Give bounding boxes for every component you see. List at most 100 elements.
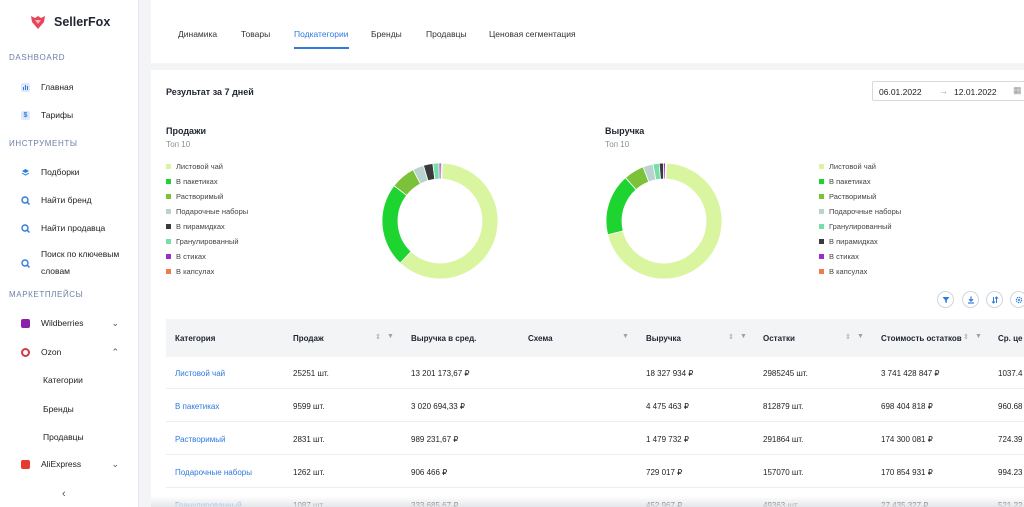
table-cell: 291864 шт. (763, 435, 804, 444)
legend-swatch (166, 224, 171, 229)
sidebar-item-label: Wildberries (41, 318, 84, 328)
revenue-chart-title: Выручка (605, 126, 645, 136)
table-cell: 4 475 463 ₽ (646, 402, 689, 411)
sort-icon[interactable]: ⇕ (845, 334, 851, 341)
donut-slice[interactable] (664, 162, 667, 180)
date-from[interactable]: 06.01.2022 (879, 87, 922, 97)
legend-item[interactable]: Гранулированный (166, 237, 239, 246)
sidebar-item-ozon[interactable]: Ozon ⌃ (0, 340, 139, 364)
sidebar-subitem-sellers[interactable]: Продавцы (43, 432, 84, 442)
tab-products[interactable]: Товары (241, 29, 271, 39)
col-stock-value[interactable]: Стоимость остатков (881, 334, 962, 343)
legend-swatch (819, 179, 824, 184)
table-cell: 13 201 173,67 ₽ (411, 369, 470, 378)
result-title: Результат за 7 дней (166, 87, 254, 97)
sidebar-item-aliexpress[interactable]: AliExpress ⌄ (0, 452, 139, 476)
sidebar-item-find-seller[interactable]: Найти продавца (0, 216, 139, 240)
legend-swatch (819, 194, 824, 199)
download-icon (967, 296, 974, 304)
chevron-down-icon[interactable]: ⌄ (111, 458, 119, 469)
donut-slice[interactable] (381, 185, 412, 264)
sidebar-item-find-brand[interactable]: Найти бренд (0, 188, 139, 212)
tab-dynamics[interactable]: Динамика (178, 29, 218, 39)
legend-label: В стиках (176, 252, 206, 261)
tab-price-segmentation[interactable]: Ценовая сегментация (489, 29, 576, 39)
legend-item[interactable]: Растворимый (166, 192, 223, 201)
table-cell: 906 466 ₽ (411, 468, 448, 477)
filter-icon[interactable]: ▼ (622, 333, 629, 340)
category-link[interactable]: Подарочные наборы (175, 468, 252, 477)
legend-swatch (166, 209, 171, 214)
sidebar-item-tariffs[interactable]: $ Тарифы (0, 103, 139, 127)
chart-icon (21, 82, 30, 92)
legend-item[interactable]: В стиках (166, 252, 206, 261)
col-avg-revenue[interactable]: Выручка в сред. (411, 334, 477, 343)
col-avg-price[interactable]: Ср. це (998, 334, 1023, 343)
legend-item[interactable]: В пакетиках (819, 177, 871, 186)
sidebar-subitem-brands[interactable]: Бренды (43, 404, 74, 414)
col-scheme[interactable]: Схема (528, 334, 553, 343)
legend-label: Подарочные наборы (829, 207, 902, 216)
tab-brands[interactable]: Бренды (371, 29, 402, 39)
sidebar-item-wildberries[interactable]: Wildberries ⌄ (0, 311, 139, 335)
legend-label: В пирамидках (176, 222, 225, 231)
sort-icon[interactable]: ⇕ (728, 334, 734, 341)
tab-subcategories[interactable]: Подкатегории (294, 29, 349, 39)
legend-item[interactable]: Подарочные наборы (166, 207, 248, 216)
sort-icon[interactable]: ⇕ (375, 334, 381, 341)
logo[interactable]: SellerFox (30, 14, 110, 30)
legend-item[interactable]: Листовой чай (166, 162, 223, 171)
col-stock[interactable]: Остатки (763, 334, 795, 343)
legend-item[interactable]: В пакетиках (166, 177, 218, 186)
legend-item[interactable]: В стиках (819, 252, 859, 261)
keyword-search-icon (21, 258, 30, 268)
filter-button[interactable] (937, 291, 954, 308)
category-link[interactable]: Листовой чай (175, 369, 226, 378)
sidebar-item-collections[interactable]: Подборки (0, 160, 139, 184)
sidebar-item-keyword-search[interactable]: Поиск по ключевым словам (0, 246, 139, 280)
legend-item[interactable]: В капсулах (166, 267, 214, 276)
chevron-down-icon[interactable]: ⌄ (111, 317, 119, 328)
legend-label: В пакетиках (829, 177, 871, 186)
collapse-sidebar-icon[interactable]: ‹ (62, 488, 66, 500)
tabs-bar: Динамика Товары Подкатегории Бренды Прод… (151, 0, 1024, 63)
legend-item[interactable]: В пирамидках (819, 237, 878, 246)
legend-item[interactable]: Листовой чай (819, 162, 876, 171)
sidebar-item-home[interactable]: Главная (0, 75, 139, 99)
legend-label: Гранулированный (176, 237, 239, 246)
date-to[interactable]: 12.01.2022 (954, 87, 997, 97)
sort-icon[interactable]: ⇕ (963, 334, 969, 341)
sidebar-subitem-categories[interactable]: Категории (43, 375, 83, 385)
calendar-icon[interactable]: ▦ (1013, 85, 1022, 95)
legend-swatch (819, 164, 824, 169)
legend-item[interactable]: В пирамидках (166, 222, 225, 231)
donut-slice[interactable] (440, 162, 443, 180)
filter-icon[interactable]: ▼ (740, 333, 747, 340)
legend-item[interactable]: Подарочные наборы (819, 207, 901, 216)
chevron-up-icon[interactable]: ⌃ (111, 346, 119, 357)
table-cell: 170 854 931 ₽ (881, 468, 933, 477)
table-cell: 960.68 (998, 402, 1023, 411)
donut-slice[interactable] (399, 162, 499, 280)
legend-item[interactable]: Гранулированный (819, 222, 892, 231)
col-sales[interactable]: Продаж (293, 334, 324, 343)
tab-sellers[interactable]: Продавцы (426, 29, 467, 39)
legend-item[interactable]: Растворимый (819, 192, 876, 201)
settings-button[interactable] (1010, 291, 1024, 308)
date-range-picker[interactable]: 06.01.2022 → 12.01.2022 ▦ (872, 81, 1024, 101)
col-revenue[interactable]: Выручка (646, 334, 681, 343)
download-button[interactable] (962, 291, 979, 308)
filter-icon[interactable]: ▼ (857, 333, 864, 340)
aliexpress-icon (21, 459, 30, 469)
category-link[interactable]: Растворимый (175, 435, 226, 444)
legend-item[interactable]: В капсулах (819, 267, 867, 276)
table-row: Растворимый 2831 шт. 989 231,67 ₽ 1 479 732… (166, 423, 1024, 455)
legend-label: Листовой чай (176, 162, 223, 171)
sort-button[interactable] (986, 291, 1003, 308)
donut-slice[interactable] (605, 177, 637, 236)
donut-slice[interactable] (607, 162, 723, 280)
category-link[interactable]: В пакетиках (175, 402, 220, 411)
section-tools: ИНСТРУМЕНТЫ (9, 139, 78, 148)
filter-icon[interactable]: ▼ (975, 333, 982, 340)
filter-icon[interactable]: ▼ (387, 333, 394, 340)
